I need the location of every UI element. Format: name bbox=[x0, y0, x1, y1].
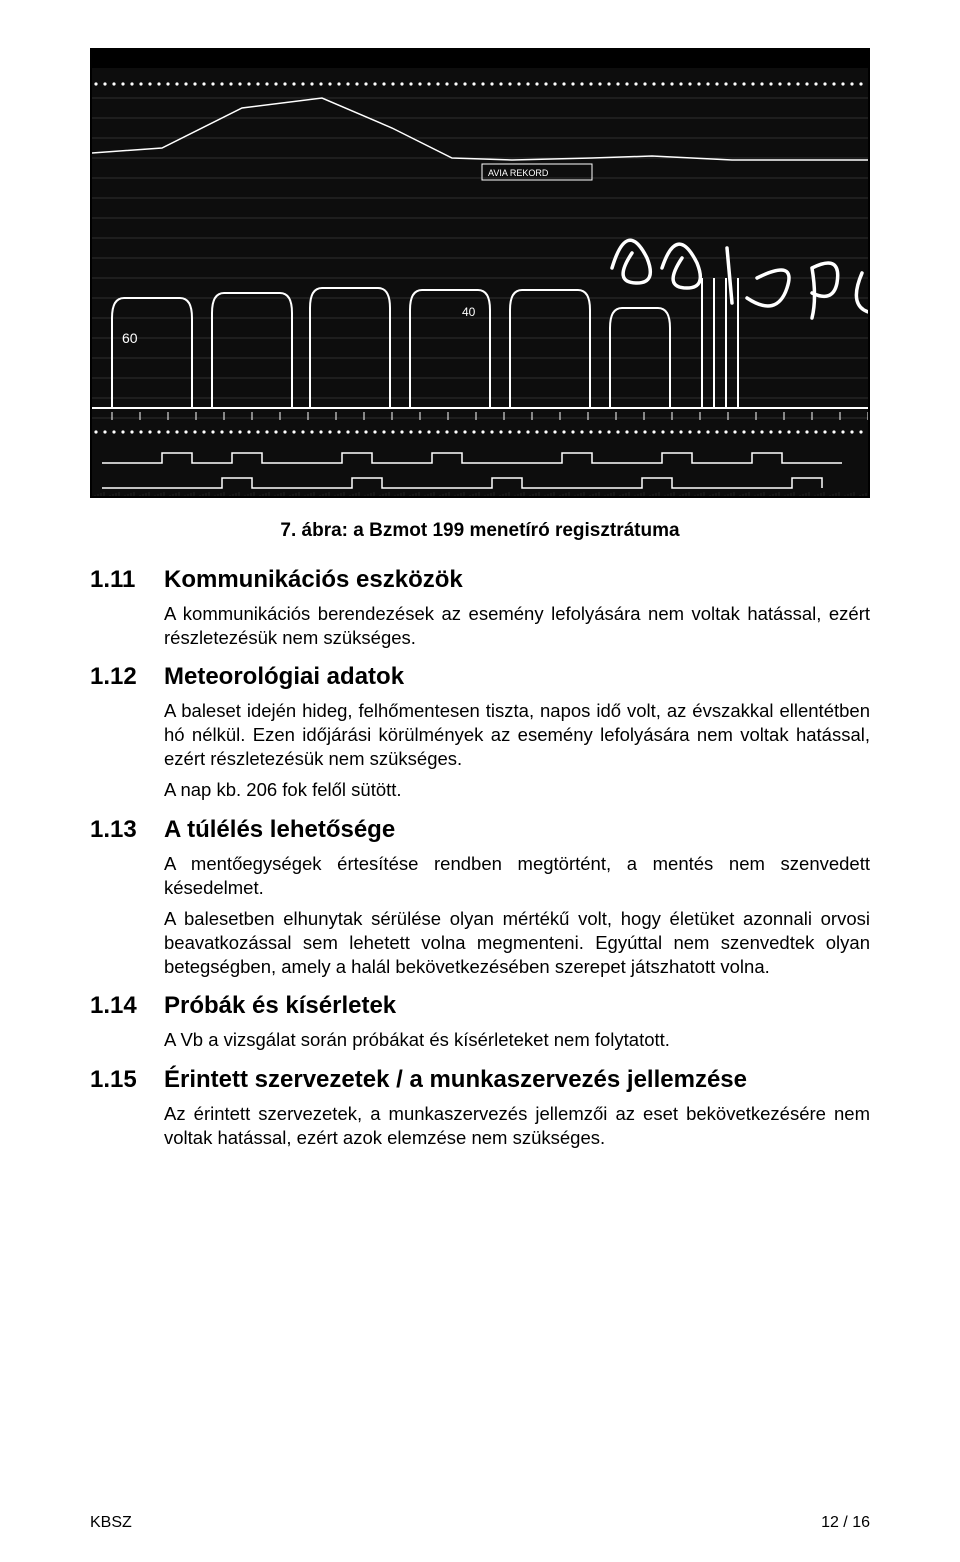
section-heading: 1.14Próbák és kísérletek bbox=[90, 992, 870, 1020]
section-heading: 1.15Érintett szervezetek / a munkaszerve… bbox=[90, 1066, 870, 1094]
section-title: Meteorológiai adatok bbox=[164, 663, 404, 691]
section-title: Érintett szervezetek / a munkaszervezés … bbox=[164, 1066, 747, 1094]
figure-caption: 7. ábra: a Bzmot 199 menetíró regisztrát… bbox=[90, 520, 870, 542]
section-paragraph: A baleset idején hideg, felhőmentesen ti… bbox=[164, 699, 870, 770]
svg-text:60: 60 bbox=[122, 330, 138, 346]
section-number: 1.14 bbox=[90, 992, 164, 1020]
section-title: A túlélés lehetősége bbox=[164, 816, 395, 844]
section-paragraph: A mentőegységek értesítése rendben megtö… bbox=[164, 852, 870, 899]
section-number: 1.15 bbox=[90, 1066, 164, 1094]
tachograph-svg: AVIA REKORD 60 40 bbox=[92, 68, 870, 498]
section-heading: 1.12Meteorológiai adatok bbox=[90, 663, 870, 691]
footer-left: KBSZ bbox=[90, 1514, 132, 1532]
svg-text:AVIA REKORD: AVIA REKORD bbox=[488, 168, 549, 178]
section-paragraph: A Vb a vizsgálat során próbákat és kísér… bbox=[164, 1028, 870, 1052]
section-paragraph: Az érintett szervezetek, a munkaszervezé… bbox=[164, 1102, 870, 1149]
section-heading: 1.13A túlélés lehetősége bbox=[90, 816, 870, 844]
sections-container: 1.11Kommunikációs eszközök A kommunikáció… bbox=[90, 566, 870, 1149]
section-title: Kommunikációs eszközök bbox=[164, 566, 463, 594]
section-paragraph: A balesetben elhunytak sérülése olyan mé… bbox=[164, 907, 870, 978]
section-number: 1.11 bbox=[90, 566, 164, 594]
svg-text:40: 40 bbox=[462, 305, 476, 319]
section-paragraph: A kommunikációs berendezések az esemény … bbox=[164, 602, 870, 649]
section-paragraph: A nap kb. 206 fok felől sütött. bbox=[164, 778, 870, 802]
section-number: 1.13 bbox=[90, 816, 164, 844]
section-heading: 1.11Kommunikációs eszközök bbox=[90, 566, 870, 594]
section-number: 1.12 bbox=[90, 663, 164, 691]
footer-right: 12 / 16 bbox=[821, 1514, 870, 1532]
page-footer: KBSZ 12 / 16 bbox=[90, 1514, 870, 1532]
figure-top-black-bar bbox=[92, 50, 868, 68]
tachograph-figure: AVIA REKORD 60 40 bbox=[90, 48, 870, 498]
section-title: Próbák és kísérletek bbox=[164, 992, 396, 1020]
